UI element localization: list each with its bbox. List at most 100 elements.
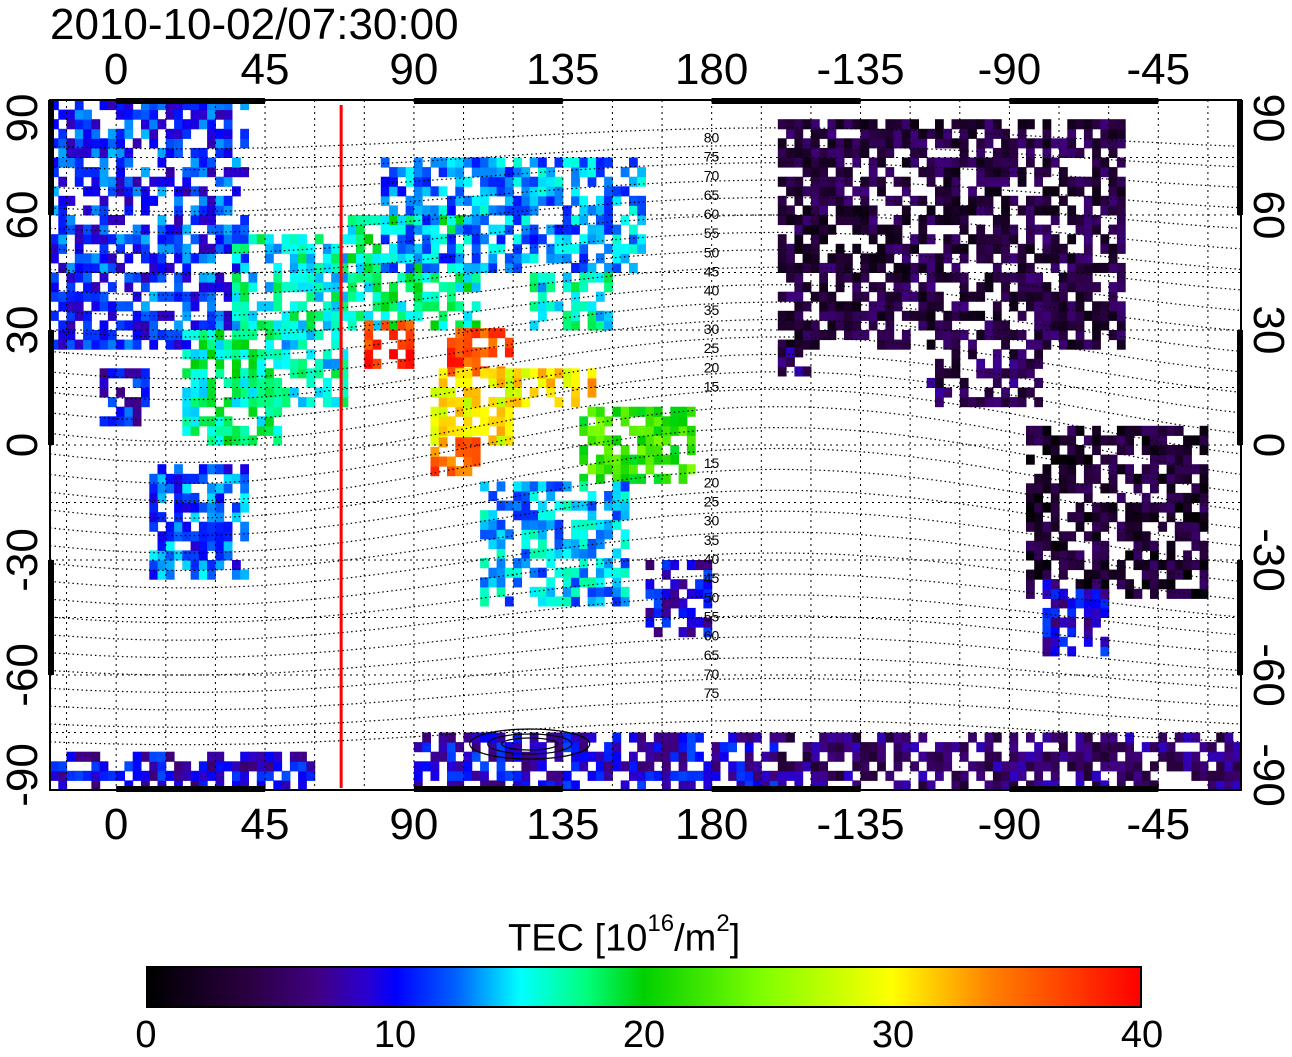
tec-cell <box>1009 138 1019 149</box>
tec-cell <box>215 320 225 331</box>
tec-cell <box>612 234 622 245</box>
tec-cell <box>893 262 903 273</box>
tec-cell <box>1059 282 1068 293</box>
tec-cell <box>959 128 969 139</box>
tec-cell <box>629 751 638 762</box>
tec-cell <box>901 262 911 273</box>
tec-cell <box>504 397 514 408</box>
x-tick-label-top: 180 <box>674 45 749 94</box>
tec-cell <box>504 387 514 398</box>
tec-cell <box>935 368 944 379</box>
tec-cell <box>463 446 473 457</box>
tec-cell <box>372 358 382 369</box>
tec-cell <box>455 356 465 367</box>
tec-cell <box>736 732 746 743</box>
tec-region-sumatra <box>430 437 481 477</box>
tec-cell <box>893 751 903 762</box>
tec-cell <box>513 751 522 762</box>
tec-cell <box>165 330 175 341</box>
tec-cell <box>74 128 84 139</box>
tec-cell <box>190 780 200 790</box>
tec-cell <box>629 176 638 187</box>
tec-cell <box>116 100 125 111</box>
tec-cell <box>314 282 324 293</box>
tec-cell <box>529 157 539 168</box>
tec-cell <box>943 234 953 245</box>
tec-cell <box>1141 770 1151 781</box>
tec-cell <box>1116 780 1126 790</box>
tec-cell <box>1199 483 1209 494</box>
tec-cell <box>885 732 895 743</box>
tec-cell <box>893 761 903 772</box>
tec-cell <box>521 500 531 511</box>
tec-cell <box>612 586 622 597</box>
tec-cell <box>521 751 531 762</box>
contour-line <box>50 249 1241 296</box>
tec-cell <box>538 176 547 187</box>
tec-cell <box>1083 492 1093 503</box>
tec-cell <box>165 138 175 149</box>
tec-cell <box>1075 502 1085 513</box>
tec-cell <box>149 473 159 484</box>
tec-cell <box>926 301 936 312</box>
tec-cell <box>546 176 556 187</box>
tec-cell <box>174 330 183 341</box>
tec-cell <box>513 234 522 245</box>
tec-cell <box>612 224 622 235</box>
tec-cell <box>207 224 216 235</box>
tec-cell <box>827 147 837 158</box>
tec-cell <box>629 234 638 245</box>
tec-cell <box>240 377 249 388</box>
tec-cell <box>1050 253 1060 264</box>
tec-cell <box>604 770 613 781</box>
y-tick-label-right: -90 <box>1244 743 1292 807</box>
tec-cell <box>124 109 134 120</box>
tec-cell <box>496 519 506 530</box>
frame-tick <box>1009 786 1159 792</box>
contour-line <box>50 301 1241 359</box>
tec-cell <box>562 538 572 549</box>
tec-cell <box>240 138 249 149</box>
tec-cell <box>1100 579 1110 590</box>
tec-cell <box>190 406 200 417</box>
tec-cell <box>1050 301 1060 312</box>
tec-cell <box>595 558 605 569</box>
tec-cell <box>182 502 192 513</box>
tec-cell <box>182 243 192 254</box>
tec-cell <box>1125 550 1134 561</box>
tec-cell <box>149 119 159 130</box>
tec-cell <box>1183 512 1192 523</box>
tec-cell <box>1034 770 1043 781</box>
tec-cell <box>562 215 572 226</box>
tec-cell <box>463 377 473 388</box>
tec-cell <box>910 310 919 321</box>
tec-cell <box>612 491 622 502</box>
tec-cell <box>1191 483 1201 494</box>
tec-cell <box>463 195 473 206</box>
tec-cell <box>637 425 646 436</box>
tec-cell <box>943 176 953 187</box>
tec-region-antarctica-east <box>413 732 779 790</box>
contour-line <box>50 353 1241 422</box>
tec-cell <box>1034 205 1043 216</box>
tec-cell <box>207 761 216 772</box>
tec-cell <box>794 339 804 350</box>
tec-cell <box>1183 560 1192 571</box>
tec-cell <box>571 195 580 206</box>
tec-cell <box>331 282 340 293</box>
tec-cell <box>538 272 547 283</box>
tec-cell <box>877 310 886 321</box>
tec-cell <box>83 770 92 781</box>
tec-cell <box>1017 368 1027 379</box>
tec-cell <box>794 195 804 206</box>
tec-cell <box>132 339 142 350</box>
tec-cell <box>99 138 109 149</box>
tec-cell <box>1075 147 1085 158</box>
tec-cell <box>1141 435 1151 446</box>
tec-cell <box>215 416 225 427</box>
tec-cell <box>852 119 862 130</box>
tec-cell <box>786 291 795 302</box>
tec-cell <box>190 540 200 551</box>
tec-cell <box>74 243 84 254</box>
tec-cell <box>546 195 556 206</box>
